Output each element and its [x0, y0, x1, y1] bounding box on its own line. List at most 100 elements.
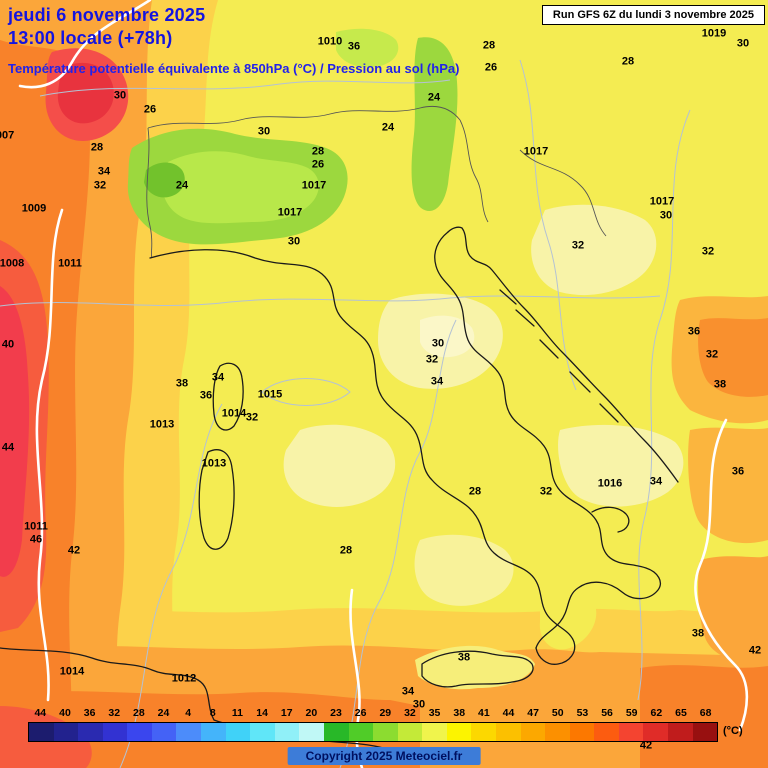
colorbar-ticks: 44 40 36 32 28 24 4 8 11 14 17 20 23 26 29 32 35 38 41 44 47… — [28, 708, 718, 721]
map-label-temperature: 28 — [339, 544, 353, 557]
map-label-temperature: 32 — [705, 348, 719, 361]
colorbar-cell — [102, 723, 128, 741]
colorbar-tick: 53 — [576, 707, 589, 719]
colorbar-cell — [151, 723, 177, 741]
coastlines — [0, 226, 679, 751]
colorbar-tick: 17 — [280, 707, 293, 719]
map-label-temperature: 40 — [1, 338, 15, 351]
colorbar-tick: 28 — [133, 707, 145, 719]
map-label-temperature: 24 — [175, 179, 189, 192]
map-label-temperature: 24 — [427, 91, 441, 104]
colorbar-cell — [422, 723, 447, 741]
copyright: Copyright 2025 Meteociel.fr — [287, 747, 481, 765]
map-label-pressure: 1017 — [277, 206, 303, 219]
colorbar-cell — [495, 723, 521, 741]
colorbar-tick: 35 — [428, 707, 441, 719]
map-label-temperature: 32 — [245, 411, 259, 424]
map-label-pressure: 1017 — [301, 179, 327, 192]
map-label-pressure: 1008 — [0, 257, 25, 270]
map-label-temperature: 30 — [257, 125, 271, 138]
map-label-temperature: 42 — [748, 644, 762, 657]
colorbar-cell — [668, 723, 693, 741]
map-label-temperature: 32 — [539, 485, 553, 498]
colorbar-cell — [520, 723, 546, 741]
map-label-temperature: 36 — [347, 40, 361, 53]
colorbar-cell — [225, 723, 251, 741]
map-label-temperature: 30 — [431, 337, 445, 350]
colorbar-cell — [53, 723, 79, 741]
map-label-temperature: 30 — [113, 89, 127, 102]
isobar-contours — [0, 59, 691, 768]
colorbar-unit: (°C) — [723, 725, 743, 737]
colorbar-tick: 24 — [157, 707, 170, 719]
colorbar-tick: 23 — [330, 707, 342, 719]
map-label-temperature: 42 — [639, 739, 653, 752]
colorbar-cell — [348, 723, 374, 741]
colorbar-tick: 32 — [404, 707, 416, 719]
run-info-box: Run GFS 6Z du lundi 3 novembre 2025 — [541, 5, 765, 25]
colorbar-cell — [545, 723, 570, 741]
map-label-temperature: 30 — [736, 37, 750, 50]
map-label-temperature: 46 — [29, 533, 43, 546]
map-label-pressure: 1011 — [24, 520, 48, 533]
map-label-temperature: 34 — [211, 371, 225, 384]
colorbar-tick: 36 — [83, 707, 96, 719]
colorbar-tick: 50 — [551, 707, 564, 719]
colorbar-tick: 59 — [625, 707, 638, 719]
map-label-temperature: 28 — [621, 55, 635, 68]
colorbar-cell — [274, 723, 300, 741]
map-label-temperature: 28 — [90, 141, 104, 154]
white-contours — [18, 0, 749, 768]
map-label-temperature: 42 — [67, 544, 81, 557]
map-label-temperature: 36 — [199, 389, 213, 402]
map-label-temperature: 38 — [691, 627, 705, 640]
forecast-time: 13:00 locale (+78h) — [8, 27, 173, 48]
colorbar-tick: 68 — [699, 707, 712, 719]
colorbar-tick: 14 — [256, 707, 268, 719]
map-label-temperature: 26 — [143, 103, 157, 116]
map-label-pressure: 1007 — [0, 129, 15, 142]
colorbar-cell — [29, 723, 54, 741]
colorbar-tick: 11 — [231, 707, 243, 719]
map-label-temperature: 28 — [482, 39, 496, 52]
map-title: Température potentielle équivalente à 85… — [8, 61, 460, 76]
map-label-temperature: 30 — [412, 698, 426, 711]
header: jeudi 6 novembre 2025 13:00 locale (+78h… — [8, 4, 459, 76]
colorbar: 44 40 36 32 28 24 4 8 11 14 17 20 23 26 29 32 35 38 41 44 47… — [28, 708, 743, 742]
map-label-pressure: 1010 — [317, 35, 343, 48]
colorbar-tick: 44 — [34, 707, 47, 719]
map-label-pressure: 1009 — [21, 202, 47, 215]
forecast-date: jeudi 6 novembre 2025 — [8, 5, 206, 25]
map-label-temperature: 36 — [731, 465, 745, 478]
map-label-pressure: 1017 — [523, 145, 549, 158]
map-label-pressure: 1013 — [149, 418, 175, 431]
map-label-temperature: 38 — [713, 378, 727, 391]
colorbar-cell — [643, 723, 669, 741]
map-label-temperature: 32 — [93, 179, 107, 192]
map-label-temperature: 38 — [175, 377, 189, 390]
colorbar-cell — [471, 723, 496, 741]
map-label-temperature: 34 — [649, 475, 663, 488]
map-label-pressure: 1016 — [597, 477, 623, 490]
colorbar-tick: 40 — [59, 707, 71, 719]
colorbar-tick: 38 — [453, 707, 466, 719]
map-label-temperature: 34 — [401, 685, 415, 698]
map-label-temperature: 30 — [287, 235, 301, 248]
map-label-pressure: 1014 — [59, 665, 85, 678]
map-label-pressure: 1011 — [58, 257, 82, 270]
colorbar-cell — [176, 723, 202, 741]
colorbar-tick: 62 — [650, 707, 663, 719]
map-label-temperature: 24 — [381, 121, 395, 134]
colorbar-cell — [569, 723, 595, 741]
colorbar-cells — [28, 722, 718, 742]
map-label-temperature: 36 — [687, 325, 701, 338]
colorbar-tick: 32 — [108, 707, 121, 719]
colorbar-tick: 4 — [185, 707, 192, 719]
colorbar-tick: 44 — [502, 707, 515, 719]
colorbar-cell — [323, 723, 349, 741]
map-label-pressure: 1015 — [257, 388, 283, 401]
colorbar-tick: 41 — [478, 707, 490, 719]
map-label-temperature: 30 — [659, 209, 673, 222]
